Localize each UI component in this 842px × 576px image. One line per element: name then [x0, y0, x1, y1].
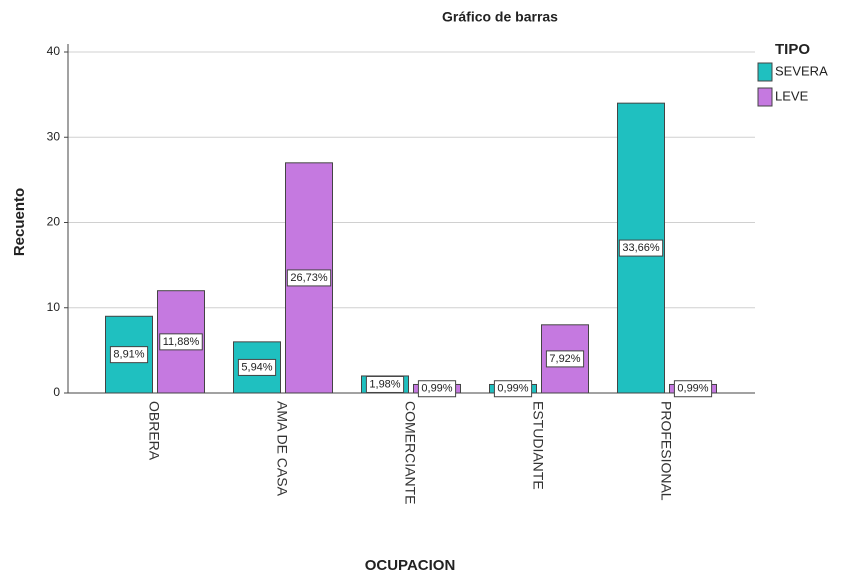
- x-tick-label: ESTUDIANTE: [530, 401, 546, 490]
- value-label-box: [159, 333, 203, 351]
- value-label-box: [109, 346, 149, 364]
- value-label-box: [286, 269, 332, 287]
- y-axis-title: Recuento: [11, 188, 28, 256]
- x-tick-label: AMA DE CASA: [274, 401, 290, 497]
- value-label-box: [417, 380, 457, 398]
- value-label-box: [673, 380, 713, 398]
- value-label: 0,99%: [497, 383, 528, 395]
- y-tick-label: 10: [47, 300, 61, 314]
- value-label: 8,91%: [113, 349, 144, 361]
- x-axis-title: OCUPACION: [365, 557, 456, 574]
- value-label: 11,88%: [163, 336, 200, 348]
- value-label: 26,73%: [290, 272, 328, 284]
- legend-label: LEVE: [775, 88, 809, 103]
- value-label: 0,99%: [421, 383, 452, 395]
- value-label-box: [545, 350, 585, 368]
- y-tick-label: 0: [53, 385, 60, 399]
- value-label: 33,66%: [622, 242, 660, 254]
- value-label: 7,92%: [549, 353, 580, 365]
- y-tick-label: 20: [47, 215, 61, 229]
- value-label-box: [237, 358, 277, 376]
- legend-swatch: [757, 62, 773, 82]
- value-label-box: [618, 239, 664, 257]
- value-label: 0,99%: [677, 383, 708, 395]
- y-tick-label: 40: [47, 44, 61, 58]
- value-label: 1,98%: [369, 378, 400, 390]
- x-tick-label: OBRERA: [146, 401, 162, 461]
- legend-swatch: [757, 87, 773, 107]
- value-label: 5,94%: [241, 361, 272, 373]
- value-label-box: [493, 380, 533, 398]
- chart-title: Gráfico de barras: [442, 9, 558, 25]
- y-tick-label: 30: [47, 129, 61, 143]
- x-tick-label: COMERCIANTE: [402, 401, 418, 504]
- value-label-box: [365, 375, 405, 393]
- x-tick-label: PROFESIONAL: [658, 401, 674, 501]
- legend-title: TIPO: [775, 41, 810, 58]
- legend-label: SEVERA: [775, 63, 828, 78]
